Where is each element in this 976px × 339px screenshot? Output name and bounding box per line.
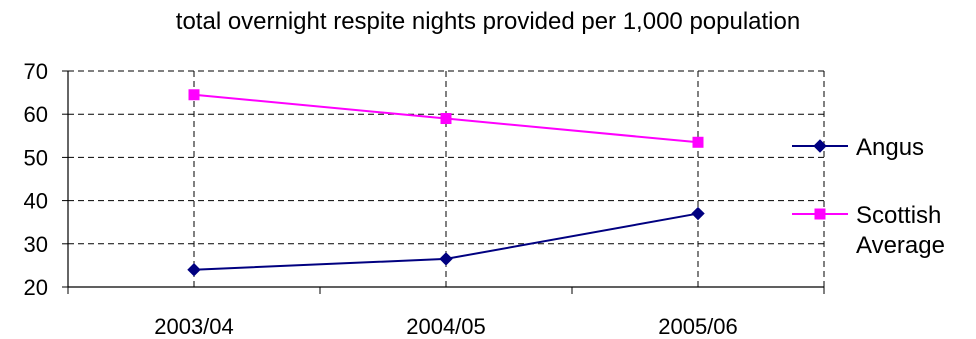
y-tick-label: 70 (24, 59, 48, 84)
y-tick-label: 40 (24, 189, 48, 214)
series-1 (188, 89, 704, 148)
x-axis-ticks: 2003/04 2004/05 2005/06 (67, 287, 825, 339)
legend: Angus Scottish Average (792, 134, 945, 259)
chart-title: total overnight respite nights provided … (175, 8, 801, 35)
data-point (188, 89, 200, 101)
axes (67, 71, 824, 288)
data-point (440, 113, 452, 125)
grid (68, 70, 825, 287)
x-tick-label: 2003/04 (154, 314, 234, 339)
y-tick-label: 30 (24, 232, 48, 257)
y-tick-label: 20 (24, 275, 48, 300)
legend-marker (813, 139, 827, 153)
legend-label: Angus (856, 134, 924, 161)
data-point (692, 136, 704, 148)
data-point (691, 206, 705, 221)
x-tick-label: 2005/06 (658, 314, 738, 339)
y-tick-label: 60 (24, 102, 48, 127)
data-point (439, 252, 453, 266)
y-tick-label: 50 (24, 145, 48, 170)
y-axis-ticks: 20 30 40 50 60 70 (24, 59, 68, 300)
x-tick-label: 2004/05 (406, 314, 486, 339)
data-point (187, 263, 201, 277)
series-group (187, 89, 705, 277)
series-0 (187, 206, 705, 277)
legend-marker (814, 208, 826, 220)
legend-label: Average (856, 232, 945, 259)
legend-label: Scottish (856, 202, 941, 229)
